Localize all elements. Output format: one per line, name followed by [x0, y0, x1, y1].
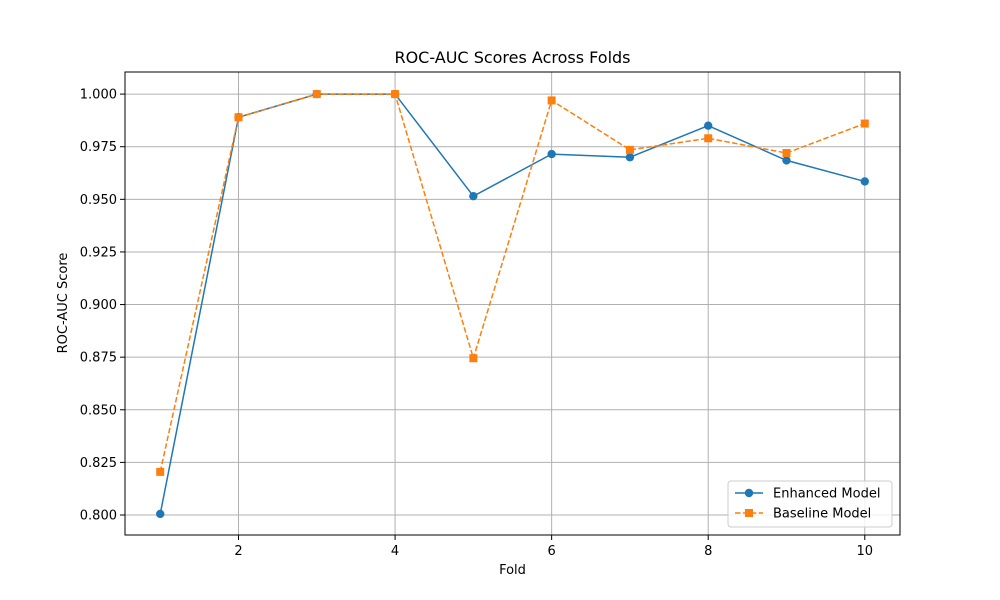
x-tick-label: 10 [856, 544, 873, 559]
baseline-model-point [469, 354, 478, 363]
x-axis-label: Fold [499, 563, 526, 578]
y-axis-label: ROC-AUC Score [56, 253, 71, 354]
baseline-model-point [704, 134, 713, 143]
enhanced-model-legend-label: Enhanced Model [773, 487, 880, 502]
legend: Enhanced Model Baseline Model [727, 480, 893, 528]
series-layer [156, 89, 869, 519]
baseline-model-legend-marker [745, 509, 753, 517]
enhanced-model-point [469, 191, 478, 201]
baseline-model-point [860, 119, 869, 128]
baseline-model-point [625, 145, 634, 154]
enhanced-model-point [547, 149, 556, 159]
legend-box [727, 480, 893, 528]
baseline-model-line [159, 93, 866, 473]
baseline-model-point [391, 90, 400, 99]
y-tick-label: 0.850 [80, 403, 117, 418]
x-tick-label: 6 [548, 544, 556, 559]
y-tick-label: 0.925 [80, 245, 117, 260]
enhanced-model-point [625, 153, 635, 162]
grid [125, 72, 900, 535]
baseline-model-point [312, 90, 321, 99]
y-tick-label: 0.975 [80, 140, 117, 155]
baseline-model-point [234, 113, 243, 122]
enhanced-model-point [860, 177, 869, 186]
enhanced-model-legend-marker [744, 488, 754, 498]
y-tick-label: 0.825 [80, 456, 117, 471]
x-tick-label: 4 [391, 544, 399, 559]
y-tick-label: 1.000 [80, 88, 117, 103]
baseline-model-point [547, 96, 556, 105]
y-tick-label: 0.950 [80, 193, 117, 208]
baseline-model-point [782, 149, 791, 158]
baseline-model-legend-label: Baseline Model [773, 507, 871, 522]
x-tick-label: 2 [234, 544, 242, 559]
plot-frame [124, 71, 901, 536]
y-tick-label: 0.800 [80, 509, 117, 524]
chart-title: ROC-AUC Scores Across Folds [394, 48, 630, 67]
ticks: 2 4 6 8 10 0.800 0.825 0.850 0.875 0.900 0.925 0.95… [80, 88, 873, 559]
enhanced-model-point [782, 156, 791, 165]
x-tick-label: 8 [704, 544, 712, 559]
enhanced-model-point [704, 121, 713, 130]
enhanced-model-point [156, 509, 165, 519]
baseline-model-point [156, 467, 165, 476]
y-tick-label: 0.900 [80, 298, 117, 313]
y-tick-label: 0.875 [80, 351, 117, 366]
